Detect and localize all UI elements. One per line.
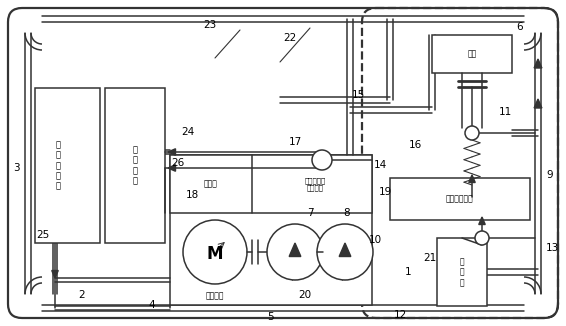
Text: 伺
服
驱
动: 伺 服 驱 动 [132,145,138,185]
Text: 油缸: 油缸 [468,50,477,58]
Text: 19: 19 [379,187,392,197]
Polygon shape [52,271,58,278]
Text: 控
制
系
统
及: 控 制 系 统 及 [55,140,60,191]
Bar [437,238,487,306]
Text: 18: 18 [186,190,199,200]
Circle shape [465,126,479,140]
Text: 14: 14 [374,160,387,170]
Text: 4: 4 [149,300,155,310]
Bar [432,35,512,73]
Circle shape [475,231,489,245]
Text: 17: 17 [288,137,302,147]
Polygon shape [469,175,475,183]
Circle shape [317,224,373,280]
Text: 16: 16 [409,140,422,150]
Text: 25: 25 [36,230,50,240]
Text: 9: 9 [547,170,554,180]
Bar [170,155,372,213]
Text: 26: 26 [171,158,185,168]
Bar [105,88,165,243]
Polygon shape [289,243,301,257]
Circle shape [267,224,323,280]
Text: 24: 24 [181,127,195,137]
Circle shape [312,150,332,170]
Text: 蓄
压
缸: 蓄 压 缸 [460,257,464,287]
Text: 5: 5 [267,312,273,322]
Text: 23: 23 [203,20,217,30]
Polygon shape [534,59,542,68]
Text: 21: 21 [423,253,436,263]
Bar [170,155,372,305]
Text: 22: 22 [284,33,297,43]
Text: 产品压成工装: 产品压成工装 [446,195,474,203]
Text: 3: 3 [12,163,19,173]
Polygon shape [168,165,175,171]
Polygon shape [168,149,175,155]
Text: 伺服电机: 伺服电机 [206,291,224,301]
Text: 编码器: 编码器 [204,180,218,188]
Text: 8: 8 [344,208,350,218]
Text: 20: 20 [298,290,311,300]
Text: 2: 2 [79,290,85,300]
Text: 7: 7 [307,208,314,218]
Text: 液压集成块
及控制阀: 液压集成块 及控制阀 [305,177,325,191]
Polygon shape [479,217,485,225]
Bar [35,88,100,243]
Text: 15: 15 [351,90,365,100]
Text: 13: 13 [546,243,559,253]
Polygon shape [339,243,351,257]
Text: 1: 1 [405,267,411,277]
Circle shape [183,220,247,284]
Text: 12: 12 [393,310,406,320]
Text: 10: 10 [368,235,381,245]
Text: M: M [207,245,223,263]
Bar [390,178,530,220]
Polygon shape [534,99,542,108]
Text: 11: 11 [499,107,512,117]
Text: 6: 6 [517,22,524,32]
